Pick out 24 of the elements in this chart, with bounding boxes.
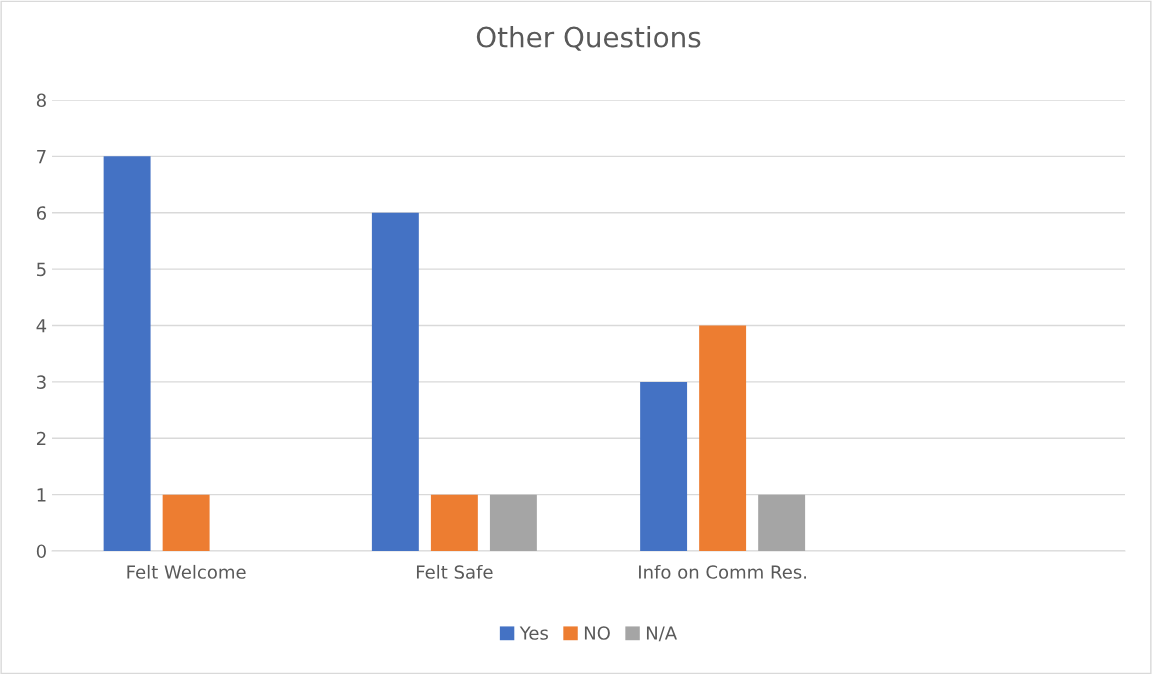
- bar: [699, 325, 747, 551]
- bar: [640, 381, 688, 551]
- x-tick-label: Felt Welcome: [127, 564, 246, 579]
- bar: [758, 494, 806, 551]
- bar: [430, 494, 478, 551]
- y-tick-label: 7: [37, 150, 46, 164]
- y-tick-label: 5: [37, 262, 46, 277]
- x-tick-label: Felt Safe: [416, 564, 493, 579]
- bar: [489, 494, 537, 551]
- y-tick-label: 1: [37, 488, 46, 502]
- y-tick-label: 3: [37, 375, 46, 389]
- bar: [103, 156, 151, 551]
- bar: [162, 494, 210, 551]
- bar: [371, 212, 419, 551]
- legend-label: N/A: [646, 626, 677, 642]
- legend-label: Yes: [519, 626, 548, 640]
- chart-title: Other Questions: [476, 26, 701, 51]
- y-tick-label: 0: [36, 544, 46, 559]
- y-tick-label: 2: [36, 431, 46, 446]
- y-tick-label: 6: [36, 206, 46, 220]
- y-tick-label: 8: [36, 93, 46, 108]
- x-tick-label: Info on Comm Res.: [639, 564, 807, 579]
- legend-label: NO: [584, 626, 610, 640]
- y-tick-label: 4: [36, 319, 47, 333]
